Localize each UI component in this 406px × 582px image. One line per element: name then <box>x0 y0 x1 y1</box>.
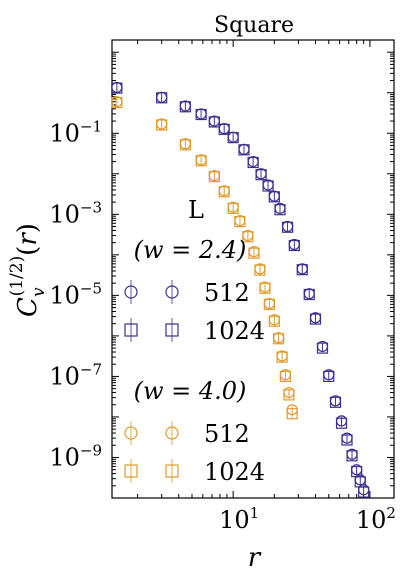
data-point <box>316 342 329 354</box>
data-point <box>296 264 308 276</box>
x-axis-label: r <box>248 543 262 573</box>
data-point <box>111 82 123 94</box>
data-point <box>346 450 358 462</box>
data-point <box>255 169 267 181</box>
data-point <box>234 216 246 228</box>
plot-frame <box>111 39 395 499</box>
legend-marker <box>124 426 138 440</box>
legend-marker <box>124 464 138 478</box>
y-tick-label: 10−3 <box>49 198 102 228</box>
data-point <box>263 298 275 310</box>
data-point <box>111 97 123 109</box>
data-point <box>227 202 239 214</box>
data-point <box>329 396 342 408</box>
data-point <box>268 315 280 327</box>
data-point <box>218 123 230 135</box>
data-point <box>303 288 315 301</box>
chart-title: Square <box>214 13 294 38</box>
data-point <box>254 264 266 276</box>
data-point <box>156 92 168 104</box>
data-point <box>335 417 348 429</box>
data-point <box>238 144 250 156</box>
x-tick-label: 101 <box>219 504 259 534</box>
data-point <box>218 186 230 198</box>
data-point <box>195 155 207 167</box>
y-axis-label: Cv(1/2)(r) <box>7 223 49 317</box>
legend-marker <box>124 323 138 337</box>
legend-marker <box>165 464 179 478</box>
data-point <box>288 239 300 252</box>
legend-marker <box>165 323 179 337</box>
series-w2.4-L1024 <box>111 82 370 498</box>
data-point <box>281 221 294 233</box>
data-point <box>286 408 298 420</box>
data-point <box>179 101 191 113</box>
series-w4.0-L1024 <box>111 97 298 420</box>
data-point <box>309 313 322 325</box>
legend-group-label: (w = 4.0) <box>134 377 247 405</box>
legend: L (w = 2.4) 512 1024 (w = 4.0) 512 1024 <box>124 196 265 486</box>
data-point <box>323 370 335 383</box>
x-tick-label: 102 <box>356 504 396 534</box>
data-point <box>268 191 280 203</box>
legend-title: L <box>188 196 204 224</box>
data-point <box>208 116 220 128</box>
legend-label: 1024 <box>204 458 265 486</box>
data-point <box>242 231 254 243</box>
legend-group-label: (w = 2.4) <box>134 236 247 264</box>
legend-label: 1024 <box>204 317 265 345</box>
legend-marker <box>165 426 179 440</box>
legend-label: 512 <box>204 420 250 448</box>
data-marks <box>111 81 370 498</box>
data-point <box>358 486 370 498</box>
data-point <box>341 434 353 446</box>
data-point <box>262 180 274 192</box>
data-point <box>208 171 220 183</box>
y-tick-label: 10−9 <box>49 441 102 471</box>
data-point <box>276 351 288 363</box>
axis-ticks: 101 102 10−1 10−3 10−5 10−7 10−9 <box>49 39 396 534</box>
data-point <box>259 282 271 294</box>
data-point <box>283 389 295 401</box>
data-point <box>247 156 259 169</box>
data-point <box>274 204 286 216</box>
svg-text:Cv(1/2)(r): Cv(1/2)(r) <box>7 223 49 317</box>
data-point <box>156 119 168 131</box>
legend-marker <box>165 285 179 299</box>
data-point <box>279 370 292 383</box>
legend-label: 512 <box>204 279 250 307</box>
data-point <box>179 139 191 151</box>
data-point <box>273 333 285 345</box>
data-point <box>195 108 207 121</box>
data-point <box>227 132 239 144</box>
legend-marker <box>124 285 138 299</box>
y-tick-label: 10−1 <box>49 117 102 147</box>
y-tick-label: 10−7 <box>49 360 102 390</box>
data-point <box>248 247 260 259</box>
y-tick-label: 10−5 <box>49 279 102 309</box>
